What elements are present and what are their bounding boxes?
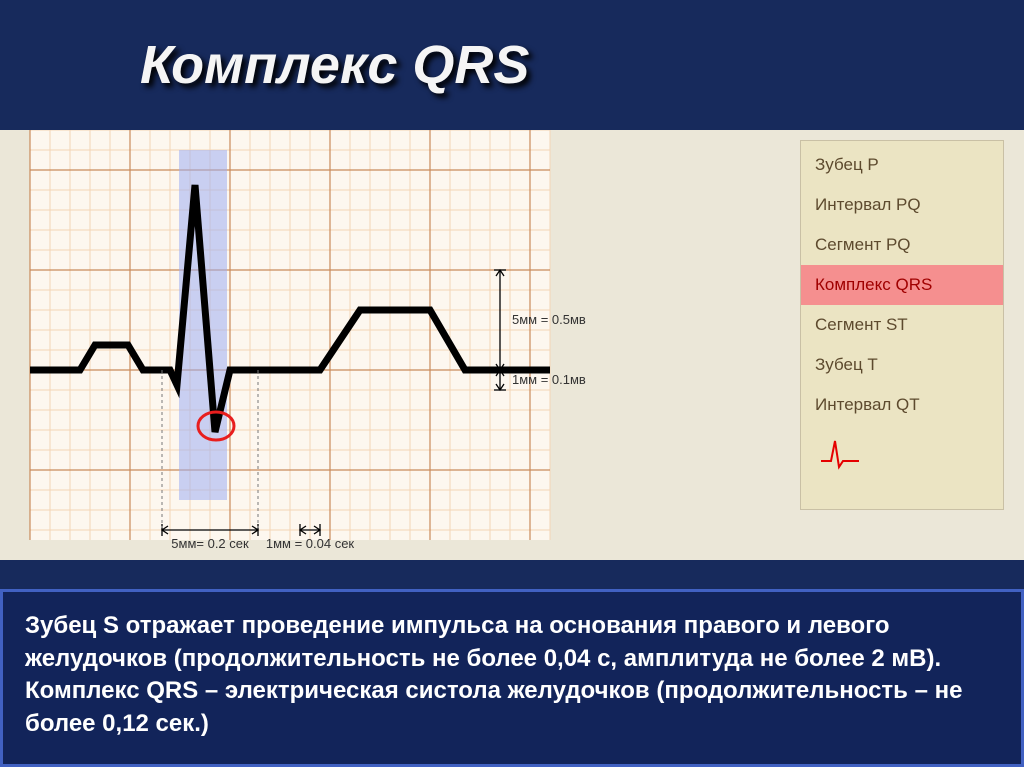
content-area: 5мм = 0.5мв 1мм = 0.1мв 5мм= 0.2 сек 1мм = … (0, 130, 1024, 560)
svg-text:1мм = 0.04 сек: 1мм = 0.04 сек (266, 536, 355, 551)
wave-list-item[interactable]: Интервал QT (801, 385, 1003, 425)
wave-list-item[interactable]: Зубец T (801, 345, 1003, 385)
title-area: Комплекс QRS (0, 0, 1024, 130)
ecg-chart-panel: 5мм = 0.5мв 1мм = 0.1мв 5мм= 0.2 сек 1мм = … (0, 130, 760, 560)
svg-text:5мм = 0.5мв: 5мм = 0.5мв (512, 312, 586, 327)
caption-line-1: Зубец S отражает проведение импульса на … (25, 610, 999, 675)
svg-text:1мм = 0.1мв: 1мм = 0.1мв (512, 372, 586, 387)
wave-list-panel: Зубец PИнтервал PQСегмент PQКомплекс QRS… (800, 140, 1004, 510)
caption-line-2: Комплекс QRS – электрическая систола жел… (25, 675, 999, 740)
ecg-chart: 5мм = 0.5мв 1мм = 0.1мв 5мм= 0.2 сек 1мм = … (0, 130, 760, 560)
caption-box: Зубец S отражает проведение импульса на … (0, 589, 1024, 767)
ecg-glyph-icon (801, 425, 1003, 482)
svg-text:5мм= 0.2 сек: 5мм= 0.2 сек (171, 536, 249, 551)
wave-list-item[interactable]: Сегмент ST (801, 305, 1003, 345)
wave-list-item[interactable]: Сегмент PQ (801, 225, 1003, 265)
wave-list-item[interactable]: Интервал PQ (801, 185, 1003, 225)
wave-list-item[interactable]: Зубец P (801, 145, 1003, 185)
wave-list-item[interactable]: Комплекс QRS (801, 265, 1003, 305)
slide-title: Комплекс QRS (140, 34, 529, 96)
